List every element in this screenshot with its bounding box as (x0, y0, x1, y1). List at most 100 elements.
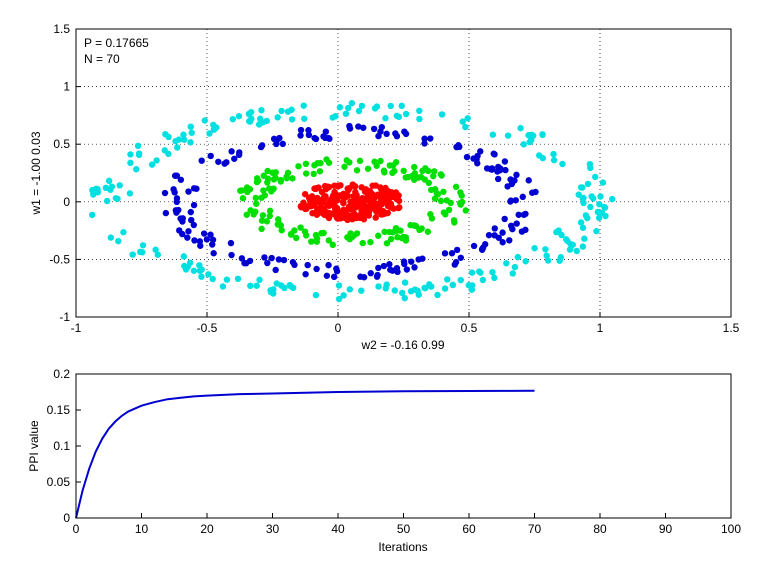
scatter-point (452, 183, 460, 191)
scatter-point (457, 201, 464, 208)
scatter-point (258, 142, 266, 149)
line-x-ticks: 0 10 20 30 40 50 60 70 80 90 100 (73, 513, 741, 536)
scatter-point (383, 130, 390, 138)
scatter-point (215, 158, 222, 165)
scatter-point (331, 182, 338, 189)
line-x-tick-label: 20 (200, 522, 214, 536)
scatter-point (411, 170, 419, 177)
scatter-point (462, 123, 469, 131)
scatter-point (360, 124, 367, 131)
scatter-point (427, 211, 434, 218)
scatter-point (401, 279, 409, 286)
scatter-point (465, 282, 472, 289)
scatter-point (161, 189, 169, 197)
scatter-point (261, 254, 268, 261)
scatter-point (374, 271, 381, 279)
scatter-point (315, 184, 322, 191)
scatter-point (196, 262, 203, 269)
scatter-point (393, 264, 401, 272)
scatter-point (277, 178, 285, 185)
scatter-point (503, 260, 510, 267)
scatter-point (387, 102, 394, 110)
scatter-point (190, 201, 198, 209)
line-plot-area (76, 374, 731, 518)
scatter-point (395, 197, 403, 205)
scatter-x-axis-label: w2 = -0.16 0.99 (360, 338, 444, 352)
scatter-point (440, 209, 448, 216)
scatter-point (553, 228, 560, 236)
scatter-point (359, 194, 366, 202)
scatter-point (152, 246, 159, 253)
scatter-point (207, 231, 214, 238)
scatter-point (550, 150, 557, 158)
ppi-series-line (75, 389, 535, 519)
scatter-point (355, 123, 362, 130)
line-y-axis-label: PPI value (27, 420, 41, 472)
scatter-point (325, 184, 332, 191)
scatter-point (219, 283, 227, 290)
scatter-point (209, 275, 216, 283)
scatter-point (497, 165, 504, 172)
scatter-point (325, 261, 332, 269)
scatter-point (297, 126, 305, 134)
scatter-point (485, 231, 493, 239)
scatter-point (425, 179, 433, 187)
scatter-point (375, 232, 382, 239)
line-y-tick-label: 0.15 (47, 403, 71, 417)
scatter-point (201, 117, 208, 124)
scatter-point (250, 211, 257, 218)
scatter-point (260, 172, 267, 179)
scatter-point (323, 272, 331, 279)
scatter-point (349, 182, 356, 189)
scatter-axes-frame (75, 28, 732, 318)
scatter-point (478, 246, 486, 253)
scatter-point (495, 234, 503, 241)
scatter-points (89, 99, 616, 303)
scatter-y-tick-label: 1.5 (53, 22, 70, 36)
scatter-point (258, 194, 265, 201)
scatter-point (569, 241, 576, 248)
line-x-tick-label: 40 (331, 522, 345, 536)
scatter-point (302, 170, 310, 177)
scatter-point (94, 189, 102, 196)
scatter-point (557, 254, 565, 261)
scatter-point (382, 285, 389, 292)
scatter-point (511, 263, 519, 271)
scatter-point (514, 253, 522, 261)
scatter-point (301, 228, 309, 235)
scatter-point (203, 236, 211, 243)
scatter-point (441, 250, 449, 257)
scatter-point (102, 184, 110, 192)
scatter-point (180, 131, 187, 138)
scatter-point (477, 148, 484, 155)
scatter-point (120, 229, 127, 236)
scatter-point (355, 107, 363, 115)
scatter-point (231, 155, 238, 162)
scatter-point (382, 115, 389, 122)
scatter-point (181, 262, 188, 270)
scatter-point (375, 264, 382, 272)
scatter-point (445, 206, 453, 214)
scatter-point (283, 173, 290, 181)
scatter-point (586, 160, 594, 168)
scatter-point (258, 225, 265, 233)
scatter-point (318, 230, 325, 237)
scatter-point (577, 184, 585, 191)
scatter-point (243, 184, 251, 191)
scatter-point (228, 251, 235, 259)
scatter-x-tick-label: 0 (335, 321, 342, 335)
scatter-point (316, 198, 324, 205)
scatter-point (588, 193, 595, 200)
scatter-point (210, 126, 218, 133)
scatter-point (133, 166, 140, 173)
scatter-point (389, 169, 396, 177)
scatter-point (241, 259, 248, 267)
scatter-point (544, 257, 552, 264)
scatter-point (491, 151, 498, 158)
scatter-point (252, 194, 259, 202)
scatter-point (520, 141, 527, 148)
scatter-point (581, 235, 588, 242)
scatter-point (190, 221, 197, 229)
scatter-point (438, 172, 445, 179)
scatter-x-tick-label: -1 (71, 321, 82, 335)
